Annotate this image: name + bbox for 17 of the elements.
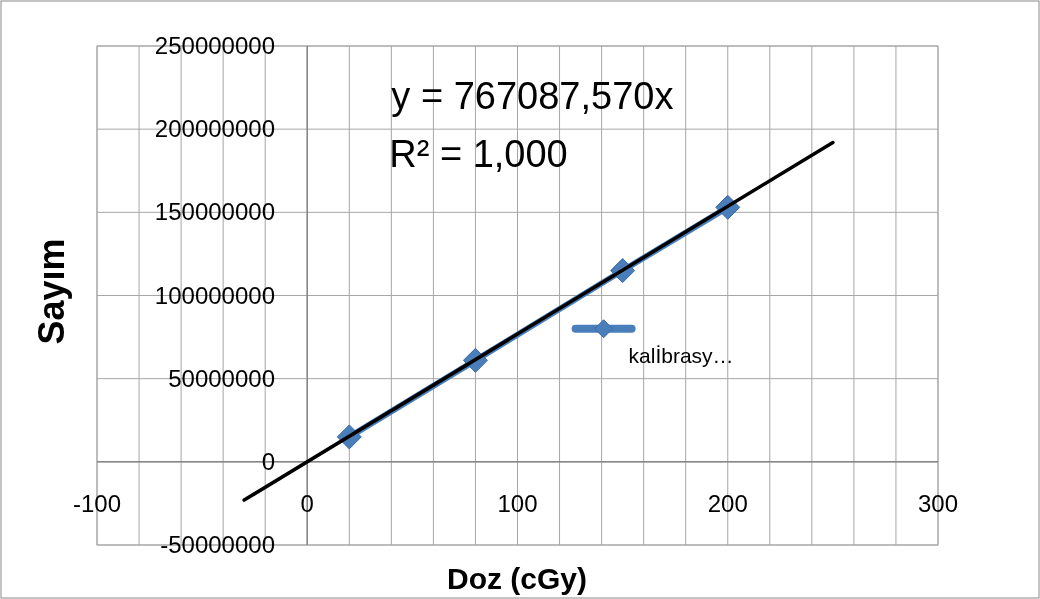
annotation: y = 767087,570x: [391, 75, 674, 118]
y-tick-label: 0: [261, 447, 275, 475]
x-axis-title: Doz (cGy): [446, 562, 588, 595]
x-tick-label: -100: [72, 489, 122, 517]
x-tick-label: 0: [300, 489, 314, 517]
x-tick-label: 300: [917, 489, 959, 517]
x-tick-label: 200: [707, 489, 748, 517]
annotation: R² = 1,000: [389, 133, 568, 176]
x-tick-label: 100: [497, 489, 538, 517]
y-tick-label: -50000000: [160, 531, 275, 558]
y-tick-label: 100000000: [154, 281, 275, 309]
legend-entry: kalİbrasy…: [571, 319, 734, 367]
y-axis-title: Sayım: [31, 238, 72, 345]
y-tick-label: 50000000: [168, 364, 275, 392]
y-tick-label: 250000000: [154, 32, 275, 59]
y-tick-label: 200000000: [154, 115, 275, 143]
y-tick-label: 150000000: [154, 198, 275, 226]
